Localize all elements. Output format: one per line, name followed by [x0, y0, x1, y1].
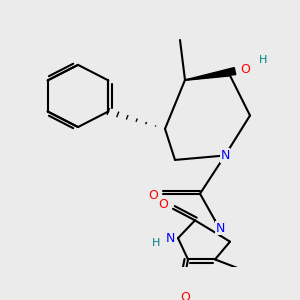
Text: N: N: [165, 232, 175, 244]
Text: O: O: [180, 291, 190, 300]
Polygon shape: [185, 68, 236, 80]
Text: O: O: [158, 198, 168, 211]
Text: O: O: [148, 189, 158, 202]
Text: N: N: [220, 149, 230, 162]
Text: H: H: [259, 56, 267, 65]
Text: H: H: [152, 238, 160, 248]
Text: O: O: [240, 63, 250, 76]
Text: N: N: [215, 222, 225, 235]
